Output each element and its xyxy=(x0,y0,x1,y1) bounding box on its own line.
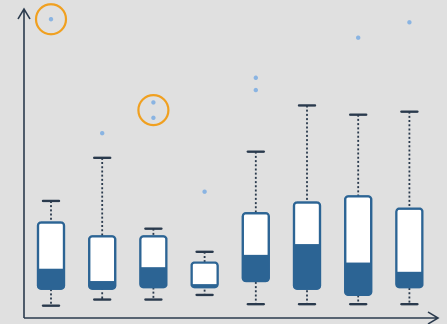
x-axis xyxy=(24,311,440,324)
box-lower xyxy=(345,262,372,295)
box-border xyxy=(139,235,168,289)
outlier-point xyxy=(253,75,258,80)
outlier-point xyxy=(151,115,156,121)
x-axis-arrow xyxy=(427,311,440,324)
box-group xyxy=(395,20,424,306)
outlier-point xyxy=(407,20,412,25)
box-border xyxy=(395,207,424,289)
box-border xyxy=(241,212,270,283)
y-axis xyxy=(17,7,31,318)
box-group xyxy=(190,189,219,297)
box-upper xyxy=(88,235,117,290)
plot-area xyxy=(34,3,424,307)
box-border xyxy=(88,235,117,290)
box-border xyxy=(292,201,322,290)
outlier-point xyxy=(356,35,361,40)
box-group xyxy=(88,131,117,301)
box-group xyxy=(292,104,322,306)
outlier-point xyxy=(253,87,258,93)
highlight-ring xyxy=(137,93,170,127)
box-group xyxy=(241,75,270,306)
box-lower xyxy=(89,281,116,289)
outlier-point xyxy=(100,131,105,136)
box-upper xyxy=(190,261,219,289)
box-lower xyxy=(396,271,423,288)
box-lower xyxy=(242,254,269,282)
box-group xyxy=(139,100,168,301)
outlier-point xyxy=(151,100,156,105)
box-border xyxy=(36,221,66,290)
outlier-point xyxy=(48,17,54,22)
box-border xyxy=(190,261,219,289)
box-lower xyxy=(294,244,320,289)
highlight-ring xyxy=(34,3,68,36)
outlier-point xyxy=(202,189,207,194)
box-lower xyxy=(140,267,167,288)
y-axis-arrow xyxy=(17,7,31,20)
box-group xyxy=(36,17,66,307)
box-lower xyxy=(191,284,218,288)
box-group xyxy=(344,35,373,306)
box-lower xyxy=(38,268,64,289)
box-border xyxy=(344,195,373,296)
